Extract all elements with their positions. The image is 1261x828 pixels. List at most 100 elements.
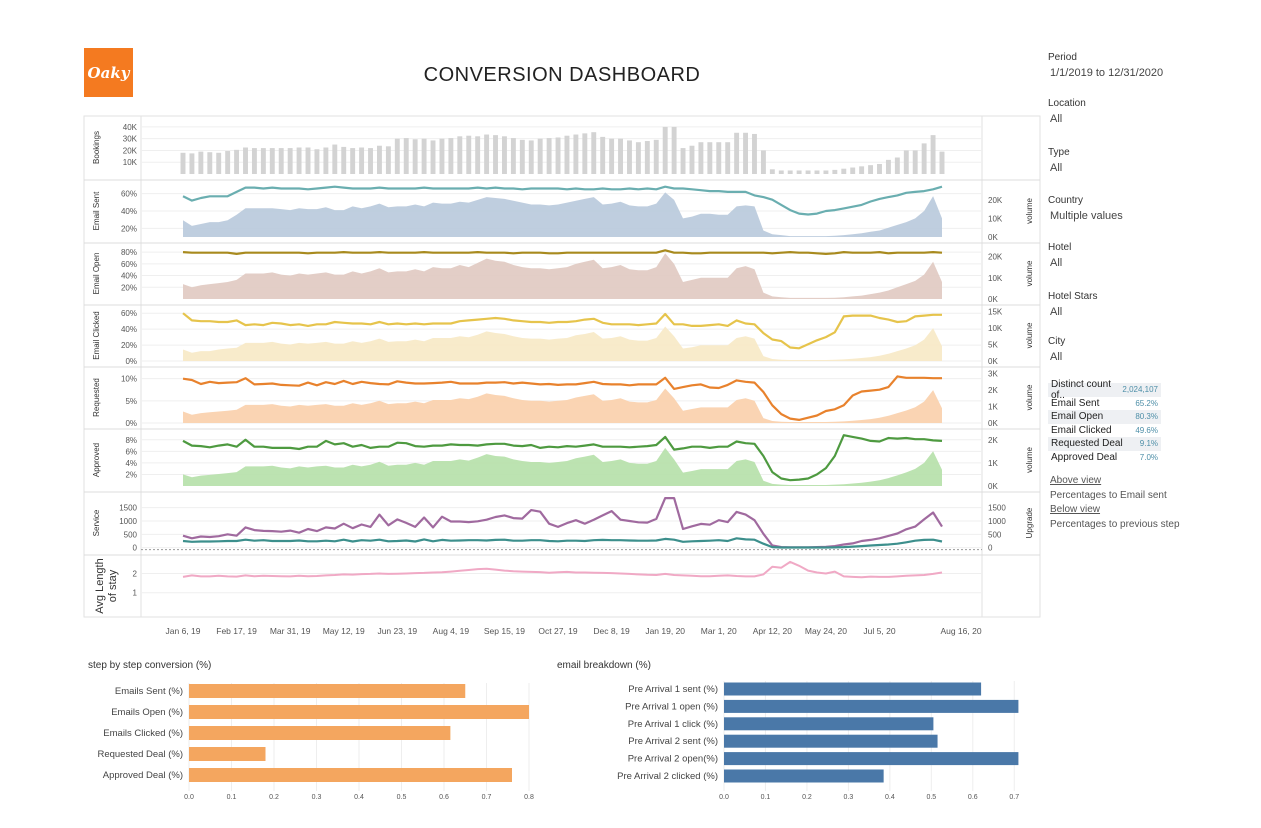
- below-view-link[interactable]: Below view: [1050, 504, 1101, 516]
- step-conversion-tick-label: 0.2: [269, 794, 279, 801]
- requested-volume-area: [183, 388, 942, 423]
- bookings-bar: [930, 135, 936, 174]
- filter-value[interactable]: All: [1050, 162, 1063, 174]
- email-breakdown-bar: [724, 734, 938, 748]
- legend-label: Email Open: [1051, 411, 1104, 423]
- legend-row: Email Clicked 49.6%: [1048, 424, 1161, 438]
- filter-label: Location: [1048, 98, 1086, 109]
- bookings-bar: [573, 134, 579, 174]
- bookings-bar: [635, 142, 641, 174]
- legend-label: Distinct count of..: [1051, 378, 1112, 401]
- right-tick-label: 2K: [988, 436, 998, 445]
- bookings-bar: [448, 138, 454, 174]
- oaky-logo: Oaky: [84, 48, 133, 97]
- left-tick-label: 5%: [125, 397, 137, 406]
- bookings-bar: [760, 150, 766, 174]
- view-notes: Above view Percentages to Email sent Bel…: [1050, 474, 1180, 532]
- bookings-bar: [350, 148, 356, 174]
- bookings-bar: [618, 138, 623, 174]
- legend-row: Email Open 80.3%: [1048, 410, 1161, 424]
- email-breakdown-category-label: Pre Arrival 2 sent (%): [628, 736, 718, 747]
- x-tick-label: May 24, 20: [805, 626, 847, 636]
- bookings-bar: [269, 148, 275, 174]
- left-tick-label: 2: [133, 569, 138, 578]
- filter-type[interactable]: Type All: [1048, 147, 1070, 174]
- left-tick-label: 60%: [121, 190, 137, 199]
- filter-period[interactable]: Period 1/1/2019 to 12/31/2020: [1048, 52, 1163, 79]
- right-tick-label: 1500: [988, 504, 1006, 513]
- filter-label: City: [1048, 336, 1066, 347]
- filter-city[interactable]: City All: [1048, 336, 1065, 363]
- filter-value[interactable]: All: [1050, 351, 1063, 363]
- filter-value[interactable]: All: [1050, 113, 1063, 125]
- filter-value[interactable]: All: [1050, 257, 1063, 269]
- bookings-bar: [466, 135, 472, 174]
- left-tick-label: 1000: [119, 517, 137, 526]
- bookings-bar: [671, 126, 677, 174]
- legend-value: 7.0%: [1139, 452, 1158, 462]
- bookings-bar: [644, 141, 650, 174]
- bookings-bar: [323, 147, 329, 174]
- filter-location[interactable]: Location All: [1048, 98, 1086, 125]
- bookings-bar: [823, 170, 829, 174]
- left-tick-label: 10%: [121, 375, 137, 384]
- left-tick-label: 1500: [119, 504, 137, 513]
- right-tick-label: 20K: [988, 253, 1003, 262]
- bookings-bar: [814, 170, 820, 174]
- email-breakdown-bar: [724, 699, 1019, 713]
- filter-value[interactable]: 1/1/2019 to 12/31/2020: [1050, 67, 1164, 79]
- filter-hotel-stars[interactable]: Hotel Stars All: [1048, 291, 1097, 318]
- x-tick-label: Feb 17, 19: [216, 626, 257, 636]
- step-conversion-tick-label: 0.0: [184, 794, 194, 801]
- length-of-stay-line: [182, 560, 943, 579]
- bookings-bar: [939, 151, 945, 174]
- legend-row: Approved Deal 7.0%: [1048, 451, 1161, 465]
- clicked-rate-line: [182, 312, 942, 350]
- step-conversion-tick-label: 0.3: [312, 794, 322, 801]
- left-tick-label: 0%: [125, 357, 137, 366]
- step-conversion-tick-label: 0.4: [354, 794, 364, 801]
- bookings-bar: [457, 136, 463, 174]
- bookings-bar: [885, 159, 891, 174]
- left-tick-label: 500: [124, 530, 138, 539]
- email-breakdown-bar: [724, 769, 884, 783]
- legend-label: Email Sent: [1051, 397, 1100, 409]
- left-tick-label: 80%: [121, 248, 137, 257]
- x-tick-label: Mar 1, 20: [701, 626, 737, 636]
- bookings-bar: [868, 165, 874, 174]
- step-conversion-tick-label: 0.1: [227, 794, 237, 801]
- email-breakdown-tick-label: 0.7: [1009, 794, 1019, 801]
- filter-value[interactable]: All: [1050, 306, 1063, 318]
- left-tick-label: 10K: [123, 158, 138, 167]
- filter-country[interactable]: Country Multiple values: [1048, 195, 1123, 222]
- bookings-bar: [903, 150, 909, 174]
- filter-label: Type: [1048, 147, 1070, 158]
- bookings-bar: [805, 170, 811, 174]
- bookings-bar: [430, 140, 436, 174]
- right-tick-label: 0K: [988, 233, 998, 242]
- requested-rate-line: [182, 375, 942, 421]
- left-tick-label: 40K: [123, 123, 138, 132]
- x-tick-label: Mar 31, 19: [270, 626, 311, 636]
- bookings-bar: [376, 145, 382, 174]
- left-tick-label: 6%: [125, 447, 137, 456]
- bookings-bar: [359, 147, 365, 174]
- left-tick-label: 20%: [121, 224, 137, 233]
- step-conversion-category-label: Emails Clicked (%): [103, 728, 183, 739]
- x-tick-label: Jan 19, 20: [645, 626, 685, 636]
- above-view-link[interactable]: Above view: [1050, 475, 1102, 486]
- email-breakdown-category-label: Pre Arrival 2 open(%): [628, 754, 718, 765]
- email-breakdown-tick-label: 0.6: [968, 794, 978, 801]
- step-conversion-tick-label: 0.5: [397, 794, 407, 801]
- panel-ylabel: of stay: [107, 569, 119, 602]
- panel-rlabel: volume: [1025, 447, 1034, 473]
- email-breakdown-tick-label: 0.0: [719, 794, 729, 801]
- bookings-bar: [609, 138, 615, 174]
- email-breakdown-tick-label: 0.1: [761, 794, 771, 801]
- sent-rate-line: [182, 185, 943, 216]
- sent-volume-area: [183, 192, 942, 237]
- filter-value[interactable]: Multiple values: [1050, 210, 1123, 222]
- filter-hotel[interactable]: Hotel All: [1048, 242, 1071, 269]
- left-tick-label: 20K: [123, 146, 138, 155]
- bookings-bar: [716, 142, 722, 174]
